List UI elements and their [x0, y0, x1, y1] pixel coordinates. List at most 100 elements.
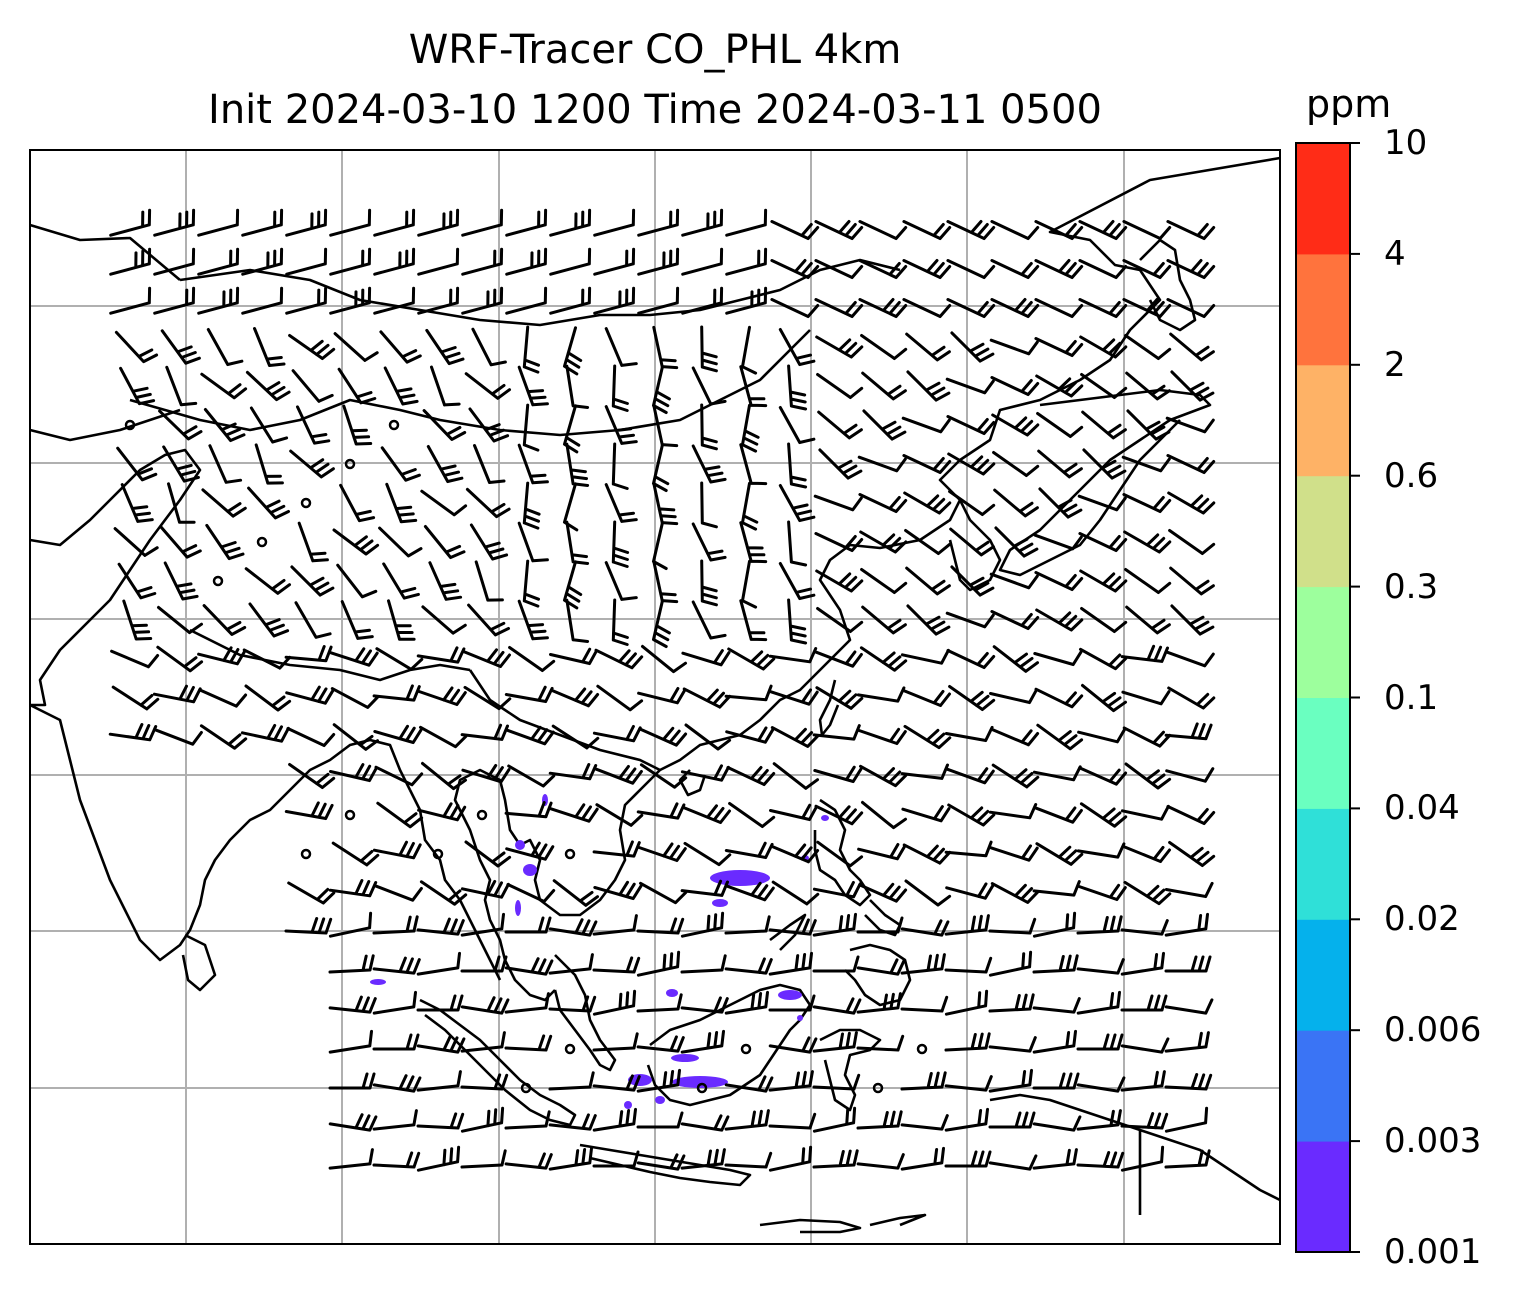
wind-barb	[768, 994, 816, 1012]
wind-barb	[593, 880, 643, 900]
wind-barb	[291, 369, 334, 403]
wind-barb	[461, 286, 504, 315]
wind-barb	[771, 880, 820, 906]
wind-barb	[724, 841, 774, 859]
wind-barb	[552, 879, 599, 907]
wind-barb	[505, 286, 548, 315]
wind-barb	[549, 647, 598, 665]
wind-barb	[1164, 722, 1213, 741]
wind-barb	[1120, 1112, 1169, 1130]
wind-barb	[768, 1036, 818, 1054]
wind-barb	[680, 1029, 725, 1054]
wind-barb	[905, 566, 951, 596]
wind-barb	[165, 365, 198, 407]
calm-wind-marker	[872, 1082, 884, 1094]
wind-barb	[862, 409, 907, 441]
wind-barb	[611, 598, 629, 646]
wind-barb	[946, 649, 996, 669]
wind-barb	[1122, 220, 1172, 240]
wind-barb	[505, 841, 555, 861]
wind-barb	[691, 444, 727, 484]
wind-barb	[1076, 1109, 1122, 1131]
tracer-patch	[370, 979, 386, 985]
wind-barb	[473, 444, 506, 484]
wind-barb	[725, 208, 768, 237]
wind-barb	[728, 802, 776, 828]
wind-barb	[724, 1151, 773, 1169]
wind-barb	[947, 452, 996, 476]
wind-barb	[372, 990, 417, 1015]
wind-barb	[548, 995, 597, 1013]
wind-barb	[294, 601, 332, 639]
wind-barb	[652, 403, 679, 448]
wind-barb	[254, 443, 284, 485]
wind-barb	[1164, 881, 1214, 898]
wind-barb	[1120, 951, 1165, 976]
wind-barb	[1168, 841, 1216, 867]
wind-barb	[1169, 332, 1215, 362]
wind-barb	[1170, 604, 1215, 636]
wind-barb	[249, 406, 289, 444]
colorbar-swatch	[1296, 475, 1350, 588]
wind-barb	[813, 494, 863, 512]
wind-barb	[158, 409, 203, 441]
wind-barb	[1035, 374, 1084, 398]
wind-barb	[504, 1110, 551, 1130]
wind-barb	[812, 912, 857, 937]
wind-barb	[1078, 259, 1128, 279]
calm-wind-marker	[564, 848, 576, 860]
wind-barb	[1122, 298, 1172, 318]
wind-barb	[153, 728, 203, 746]
wind-barb	[636, 993, 683, 1013]
wind-barb	[372, 956, 421, 975]
wind-barb	[517, 443, 549, 485]
wind-barb	[787, 598, 808, 645]
wind-barb	[592, 1032, 639, 1052]
calm-wind-marker	[344, 458, 356, 470]
wind-barb	[778, 406, 816, 444]
colorbar-tick-label: 0.003	[1384, 1121, 1482, 1162]
wind-barb	[372, 684, 421, 702]
calm-wind-marker	[564, 1043, 576, 1055]
wind-barb	[815, 686, 864, 710]
wind-barb	[725, 726, 775, 744]
wind-barb	[461, 764, 511, 784]
wind-barb	[157, 605, 203, 635]
wind-barb	[329, 286, 372, 315]
wind-barb	[592, 914, 638, 936]
colorbar-swatch	[1296, 253, 1350, 366]
wind-barb	[1032, 1148, 1078, 1170]
wind-barb	[159, 525, 202, 559]
wind-barb	[857, 727, 907, 745]
wind-barb	[1122, 726, 1172, 748]
wind-barb	[593, 208, 636, 237]
wind-barb	[680, 764, 730, 782]
border-kazakh	[29, 223, 181, 442]
wind-barb	[425, 328, 465, 366]
wind-barb	[460, 1031, 506, 1053]
tracer-patch	[624, 1101, 632, 1109]
wind-barb	[460, 879, 510, 899]
wind-barb	[1076, 990, 1121, 1015]
colorbar-swatch	[1296, 697, 1350, 809]
wind-barb	[373, 724, 423, 744]
wind-barb	[592, 1150, 640, 1168]
wind-barb	[814, 298, 864, 318]
wind-barb	[203, 408, 246, 442]
wind-barb	[1032, 954, 1079, 974]
wind-barb	[691, 522, 727, 562]
colorbar	[1295, 142, 1360, 1253]
wind-barb	[652, 481, 679, 526]
wind-barb	[724, 1109, 770, 1131]
colorbar-swatch	[1296, 1141, 1350, 1253]
wind-barb	[992, 645, 1039, 673]
wind-barb	[902, 220, 952, 240]
coastline-taiwan	[818, 679, 840, 737]
wind-barb	[197, 286, 240, 315]
wind-barb	[990, 259, 1040, 279]
wind-barb	[375, 647, 424, 671]
wind-barb	[859, 646, 908, 672]
wind-barb	[856, 686, 906, 703]
wind-barb	[1033, 533, 1083, 551]
wind-barb	[522, 403, 540, 452]
